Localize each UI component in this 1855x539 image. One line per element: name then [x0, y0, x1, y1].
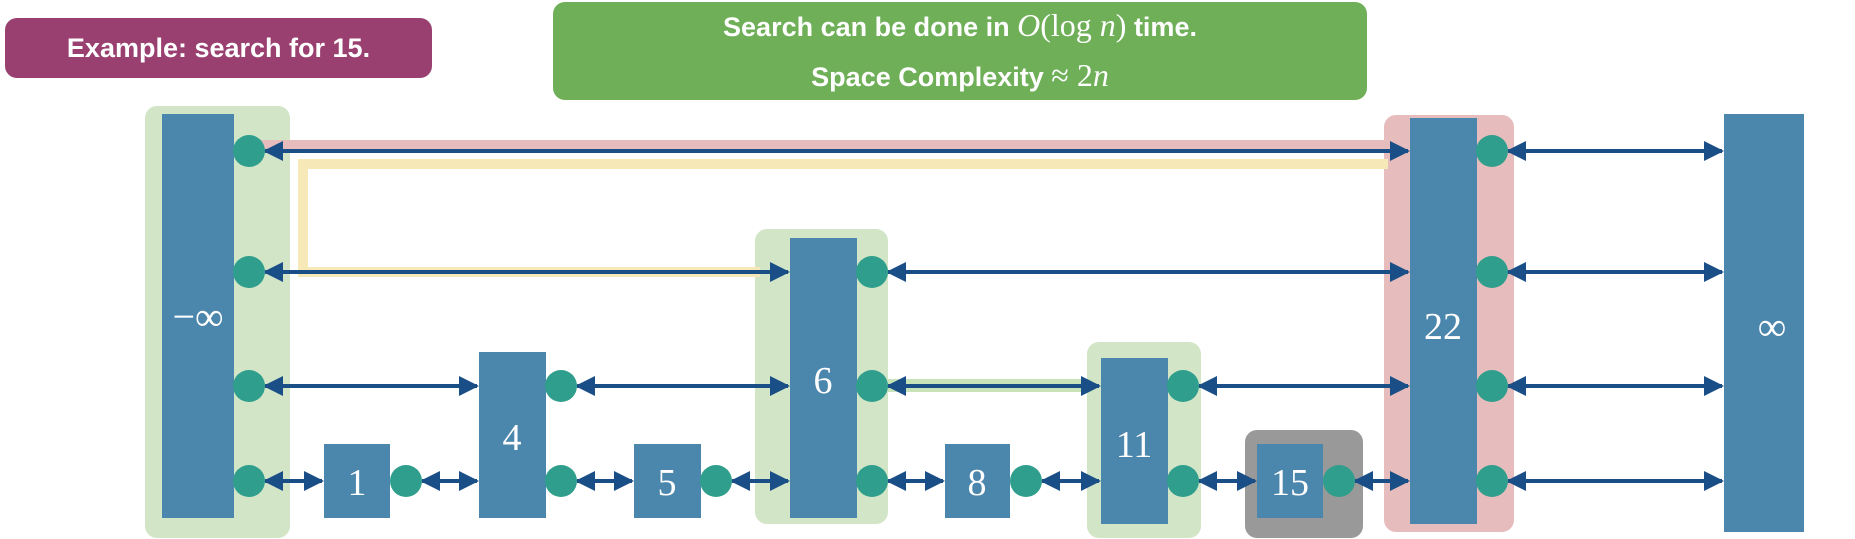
pointer-dot — [856, 370, 888, 402]
example-badge-text: Example: search for 15. — [66, 32, 371, 63]
pointer-dot — [856, 256, 888, 288]
pointer-dot — [233, 370, 265, 402]
node-15 — [1257, 444, 1323, 518]
paren-close: ) — [1115, 7, 1127, 43]
label-5: 5 — [658, 462, 677, 504]
label-8: 8 — [968, 462, 987, 504]
label-15: 15 — [1271, 462, 1309, 504]
pointer-dot — [233, 465, 265, 497]
pointer-dot — [545, 370, 577, 402]
pointer-dot — [1476, 135, 1508, 167]
label-11: 11 — [1116, 424, 1153, 466]
pointer-dot — [856, 465, 888, 497]
pointer-dot — [1010, 465, 1042, 497]
node-pos-inf — [1724, 114, 1804, 532]
time-complexity-suffix: time. — [1126, 12, 1197, 42]
n-symbol: n — [1099, 7, 1116, 43]
arrows-layer — [263, 141, 1724, 491]
complexity-badge: Search can be done in O(log n) time. Spa… — [553, 2, 1367, 100]
node-11 — [1101, 358, 1168, 524]
example-badge: Example: search for 15. — [5, 18, 432, 78]
nodes-layer — [162, 114, 1804, 532]
node-neg-inf — [162, 114, 234, 518]
approx-two: ≈ 2 — [1051, 57, 1093, 93]
pointer-dot — [700, 465, 732, 497]
time-complexity-prefix: Search can be done in — [723, 12, 1018, 42]
pointer-dot — [1167, 370, 1199, 402]
pointer-dot — [545, 465, 577, 497]
time-complexity-line: Search can be done in O(log n) time. — [723, 1, 1197, 51]
label-4: 4 — [503, 417, 522, 459]
space-complexity-prefix: Space Complexity — [811, 62, 1052, 92]
pointer-dot — [1476, 370, 1508, 402]
node-6 — [790, 238, 857, 518]
node-4 — [479, 352, 546, 518]
pointer-dot — [1476, 256, 1508, 288]
label-1: 1 — [348, 462, 367, 504]
pointer-dot — [1167, 465, 1199, 497]
space-complexity-line: Space Complexity ≈ 2n — [811, 51, 1109, 101]
pointer-dot — [1323, 465, 1355, 497]
pointer-dot — [390, 465, 422, 497]
pointer-dot — [233, 135, 265, 167]
pointer-dot — [233, 256, 265, 288]
labels-layer: −∞ 1 4 5 6 8 11 15 22 ∞ — [172, 294, 1786, 504]
big-o-symbol: O — [1017, 7, 1041, 43]
log-text: log — [1050, 7, 1092, 43]
pointer-dot — [1476, 465, 1508, 497]
paren-open: ( — [1040, 7, 1051, 43]
pointers-layer — [233, 135, 1508, 497]
label-6: 6 — [814, 360, 833, 402]
n-symbol-2: n — [1092, 57, 1109, 93]
node-22 — [1410, 118, 1477, 524]
node-1 — [324, 444, 390, 518]
node-5 — [634, 444, 701, 518]
label-pos-inf: ∞ — [1758, 304, 1787, 349]
node-8 — [945, 444, 1010, 518]
label-neg-inf: −∞ — [172, 294, 223, 339]
label-22: 22 — [1424, 306, 1462, 348]
